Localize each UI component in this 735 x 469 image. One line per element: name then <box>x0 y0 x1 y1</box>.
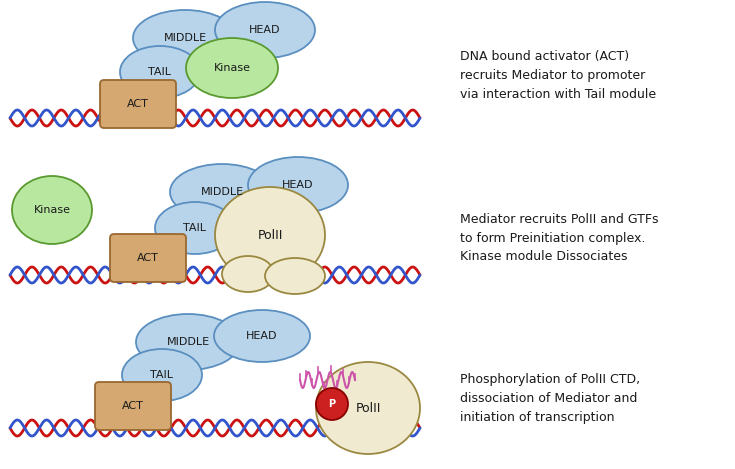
Text: Mediator recruits PolII and GTFs
to form Preinitiation complex.
Kinase module Di: Mediator recruits PolII and GTFs to form… <box>460 212 659 264</box>
Ellipse shape <box>215 187 325 283</box>
Text: ACT: ACT <box>127 99 149 109</box>
Text: HEAD: HEAD <box>249 25 281 35</box>
Ellipse shape <box>170 164 274 220</box>
Ellipse shape <box>265 258 325 294</box>
Ellipse shape <box>12 176 92 244</box>
Text: ACT: ACT <box>122 401 144 411</box>
Ellipse shape <box>214 310 310 362</box>
Text: DNA bound activator (ACT)
recruits Mediator to promoter
via interaction with Tai: DNA bound activator (ACT) recruits Media… <box>460 50 656 100</box>
Text: TAIL: TAIL <box>184 223 207 233</box>
Text: PolII: PolII <box>257 228 283 242</box>
Text: TAIL: TAIL <box>148 67 171 77</box>
Ellipse shape <box>155 202 235 254</box>
Ellipse shape <box>122 349 202 401</box>
Text: Phosphorylation of PolII CTD,
dissociation of Mediator and
initiation of transcr: Phosphorylation of PolII CTD, dissociati… <box>460 372 640 424</box>
Ellipse shape <box>222 256 274 292</box>
Ellipse shape <box>316 362 420 454</box>
Text: PolII: PolII <box>355 401 381 415</box>
Ellipse shape <box>186 38 278 98</box>
FancyBboxPatch shape <box>100 80 176 128</box>
Text: HEAD: HEAD <box>246 331 278 341</box>
Ellipse shape <box>248 157 348 213</box>
Text: Kinase: Kinase <box>213 63 251 73</box>
Text: P: P <box>329 399 336 409</box>
FancyBboxPatch shape <box>95 382 171 430</box>
Ellipse shape <box>133 10 237 66</box>
Text: MIDDLE: MIDDLE <box>201 187 243 197</box>
Text: HEAD: HEAD <box>282 180 314 190</box>
Text: MIDDLE: MIDDLE <box>166 337 209 347</box>
Text: Kinase: Kinase <box>34 205 71 215</box>
Text: ACT: ACT <box>137 253 159 263</box>
Text: TAIL: TAIL <box>151 370 173 380</box>
FancyBboxPatch shape <box>110 234 186 282</box>
Ellipse shape <box>136 314 240 370</box>
Ellipse shape <box>120 46 200 98</box>
Text: MIDDLE: MIDDLE <box>163 33 207 43</box>
Ellipse shape <box>215 2 315 58</box>
Circle shape <box>316 388 348 420</box>
